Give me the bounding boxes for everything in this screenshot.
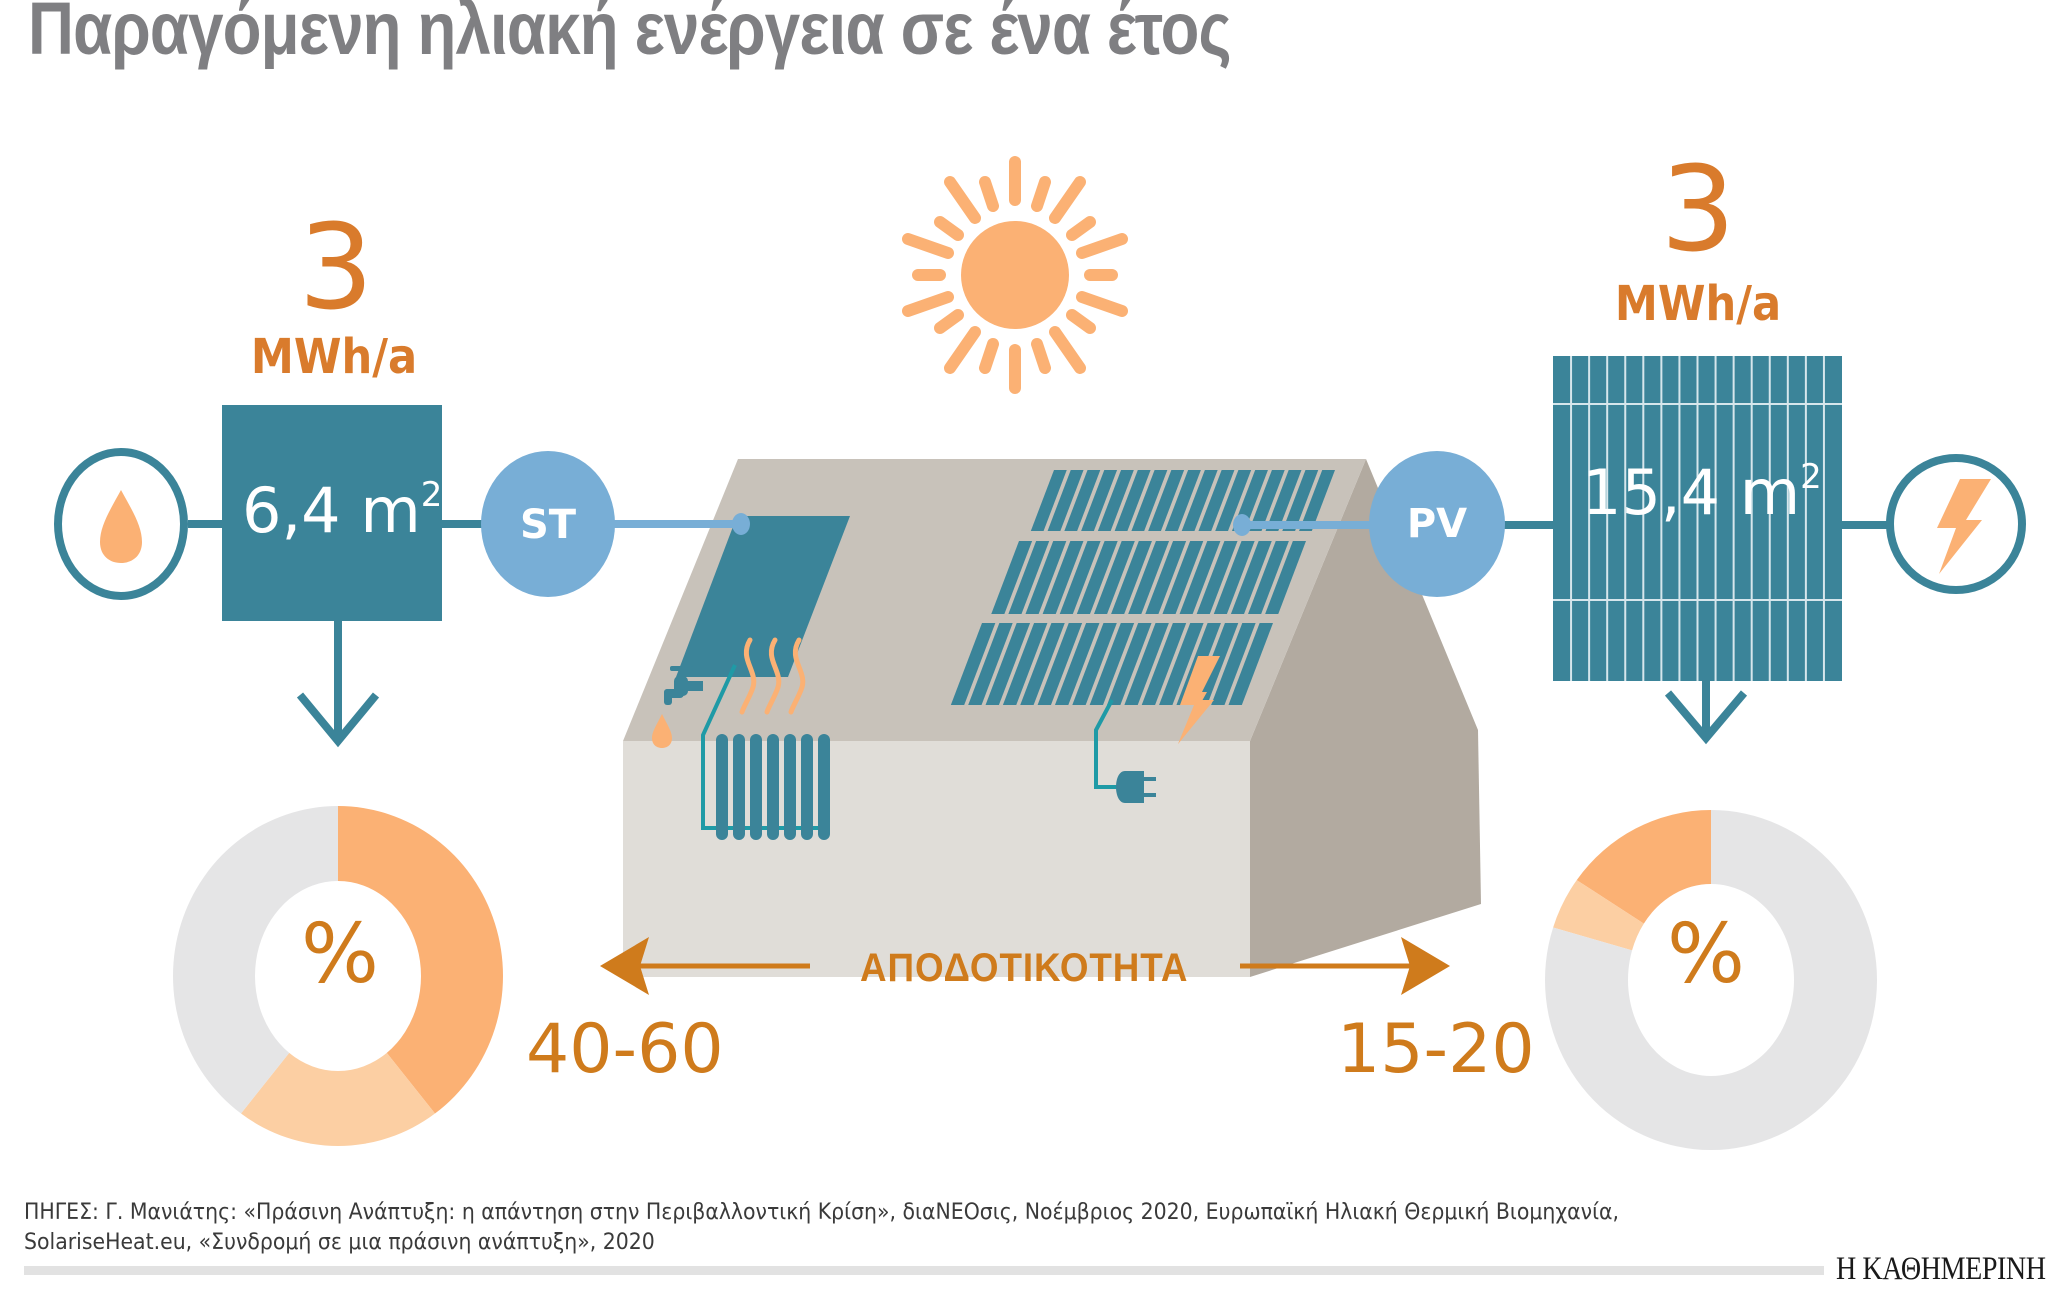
sun-icon [902, 156, 1128, 394]
pv-area-label: 15,4 m2 [1582, 456, 1822, 529]
st-badge-label: ST [519, 502, 577, 548]
lightning-bolt-icon [1937, 479, 1991, 574]
house-illustration [612, 459, 1481, 977]
electric-plug-icon [1116, 771, 1156, 803]
water-drop-small-icon [652, 714, 672, 748]
pv-production-unit: MWh/a [1614, 276, 1782, 332]
house-side-wall [1250, 459, 1481, 977]
pv-panel-icon [950, 470, 1335, 705]
pv-efficiency-donut [1545, 810, 1878, 1151]
pv-efficiency-range: 15-20 [1337, 1010, 1535, 1089]
st-percent-symbol: % [301, 907, 379, 1002]
st-production-value: 3 [298, 198, 374, 336]
footer-divider [24, 1266, 1824, 1275]
efficiency-label: ΑΠΟΔΟΤΙΚΟΤΗΤΑ [860, 946, 1189, 990]
water-tap-icon [664, 666, 703, 705]
solar-thermal-collector-icon [676, 516, 850, 677]
pv-badge-label: PV [1406, 501, 1468, 547]
st-production-unit: MWh/a [250, 329, 418, 385]
st-area-label: 6,4 m2 [242, 474, 443, 547]
pv-area-panel [1553, 356, 1842, 681]
st-chain [54, 405, 615, 748]
st-badge-circle [481, 451, 615, 597]
pv-percent-symbol: % [1667, 907, 1745, 1002]
water-drop-icon [100, 490, 142, 563]
st-area-box [222, 405, 442, 621]
heat-waves-icon [739, 637, 806, 715]
sources-footnote: ΠΗΓΕΣ: Γ. Μανιάτης: «Πράσινη Ανάπτυξη: η… [24, 1200, 1619, 1255]
radiator-icon [716, 734, 830, 840]
st-efficiency-donut [173, 806, 503, 1146]
pv-badge-circle [1369, 451, 1505, 597]
down-arrow-icon [1664, 690, 1748, 745]
pv-production-value: 3 [1660, 140, 1736, 278]
st-efficiency-range: 40-60 [526, 1010, 724, 1089]
down-arrow-icon [296, 692, 380, 748]
publisher-logo: Η ΚΑΘΗΜΕΡΙΝΗ [1836, 1251, 2046, 1287]
efficiency-arrows [600, 937, 1450, 995]
page-title: Παραγόμενη ηλιακή ενέργεια σε ένα έτος [28, 0, 1232, 70]
pv-chain [1369, 356, 2026, 745]
